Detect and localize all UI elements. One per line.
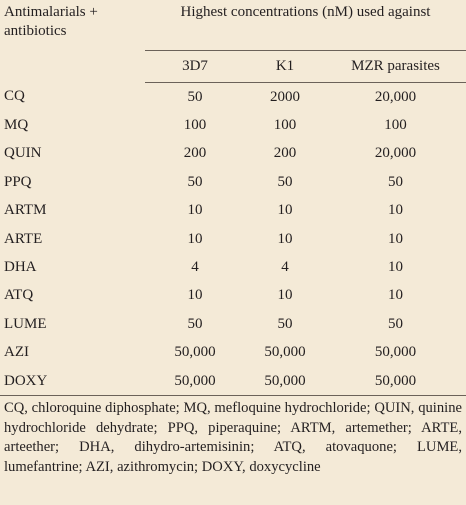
table-body: Antimalarials + antibiotics Highest conc… (0, 0, 466, 397)
row-label: QUIN (4, 145, 42, 162)
table-row: MQ 100 100 100 (0, 111, 466, 139)
cell-value: 10 (277, 202, 293, 219)
row-label: ARTM (4, 202, 47, 219)
cell-value: 10 (187, 202, 203, 219)
cell-value: 2000 (270, 88, 300, 105)
row-label: ARTE (4, 230, 43, 247)
row-label: MQ (4, 117, 29, 134)
table-row: ARTE 10 10 10 (0, 225, 466, 253)
cell-value: 50 (277, 173, 293, 190)
cell-value: 50 (277, 315, 293, 332)
table-row: LUME 50 50 50 (0, 310, 466, 338)
cell-value: 10 (388, 259, 403, 276)
table-row: ARTM 10 10 10 (0, 197, 466, 225)
table-row: ATQ 10 10 10 (0, 282, 466, 310)
cell-value: 4 (191, 259, 199, 276)
table-row: AZI 50,000 50,000 50,000 (0, 339, 466, 367)
cell-value: 50,000 (264, 344, 306, 361)
cell-value: 100 (273, 117, 297, 134)
cell-value: 50,000 (174, 344, 216, 361)
table-row: PPQ 50 50 50 (0, 168, 466, 196)
row-label: ATQ (4, 287, 34, 304)
column-header: K1 (245, 50, 325, 83)
row-label: DHA (4, 259, 37, 276)
row-label: LUME (4, 315, 47, 332)
cell-value: 20,000 (374, 88, 417, 105)
cell-value: 10 (388, 202, 403, 219)
cell-value: 50 (187, 88, 203, 105)
cell-value: 10 (388, 287, 403, 304)
cell-value: 50,000 (325, 366, 466, 397)
cell-value: 100 (183, 117, 207, 134)
row-label: AZI (4, 344, 29, 361)
table-row: CQ 50 2000 20,000 (0, 83, 466, 112)
cell-value: 10 (277, 230, 293, 247)
cell-value: 50 (187, 173, 203, 190)
cell-value: 50 (388, 315, 403, 332)
cell-value: 4 (281, 259, 289, 276)
cell-value: 10 (388, 230, 403, 247)
table-row: QUIN 200 200 20,000 (0, 140, 466, 168)
row-label: PPQ (4, 173, 32, 190)
row-label: DOXY (0, 366, 145, 397)
cell-value: 200 (273, 145, 297, 162)
subheader-row: 3D7 K1 MZR parasites (0, 50, 466, 83)
column-header: MZR parasites (325, 50, 466, 83)
table: Antimalarials + antibiotics Highest conc… (0, 0, 466, 397)
cell-value: 20,000 (374, 145, 417, 162)
cell-value: 200 (183, 145, 207, 162)
group-header: Highest concentrations (nM) used against (145, 0, 466, 51)
cell-value: 50,000 (245, 366, 325, 397)
cell-value: 50 (187, 315, 203, 332)
cell-value: 50,000 (374, 344, 417, 361)
cell-value: 10 (187, 230, 203, 247)
row-label: CQ (4, 88, 25, 105)
cell-value: 10 (277, 287, 293, 304)
cell-value: 50 (388, 173, 403, 190)
cell-value: 100 (384, 117, 407, 134)
cell-value: 50,000 (145, 366, 245, 397)
footnote: CQ, chloroquine diphosphate; MQ, mefloqu… (4, 400, 462, 475)
table-row: DHA 4 4 10 (0, 253, 466, 281)
header-row: Antimalarials + antibiotics Highest conc… (0, 0, 466, 51)
table-row: DOXY 50,000 50,000 50,000 (0, 366, 466, 397)
column-header: 3D7 (145, 50, 245, 83)
row-label-header: Antimalarials + antibiotics (4, 4, 98, 39)
cell-value: 10 (187, 287, 203, 304)
